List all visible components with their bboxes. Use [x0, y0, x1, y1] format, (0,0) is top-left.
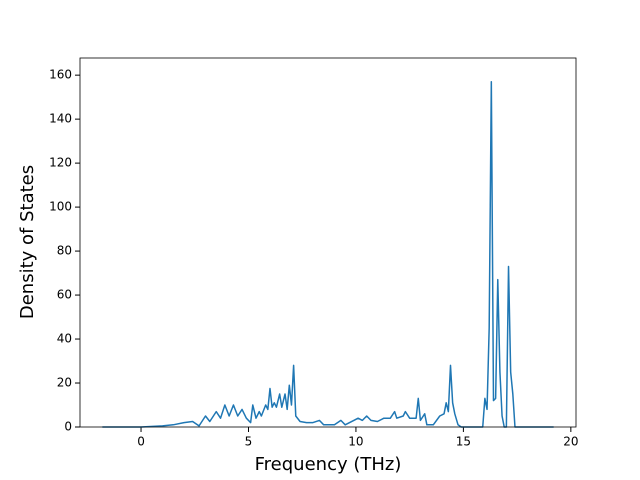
- x-axis-label: Frequency (THz): [255, 454, 402, 475]
- x-tick-label: 15: [456, 435, 471, 449]
- y-tick-label: 20: [57, 376, 72, 390]
- y-tick-label: 80: [57, 244, 72, 258]
- y-axis-label: Density of States: [17, 165, 38, 319]
- y-tick-label: 140: [49, 112, 72, 126]
- y-tick-label: 60: [57, 288, 72, 302]
- plot-frame: [79, 57, 577, 428]
- y-tick-label: 40: [57, 332, 72, 346]
- y-tick-label: 100: [49, 200, 72, 214]
- y-tick-label: 160: [49, 68, 72, 82]
- y-tick-label: 120: [49, 156, 72, 170]
- y-tick-label: 0: [64, 420, 72, 434]
- x-tick-label: 5: [245, 435, 253, 449]
- x-tick-label: 10: [348, 435, 363, 449]
- x-tick-label: 0: [137, 435, 145, 449]
- line: [102, 81, 554, 428]
- x-tick-label: 20: [563, 435, 578, 449]
